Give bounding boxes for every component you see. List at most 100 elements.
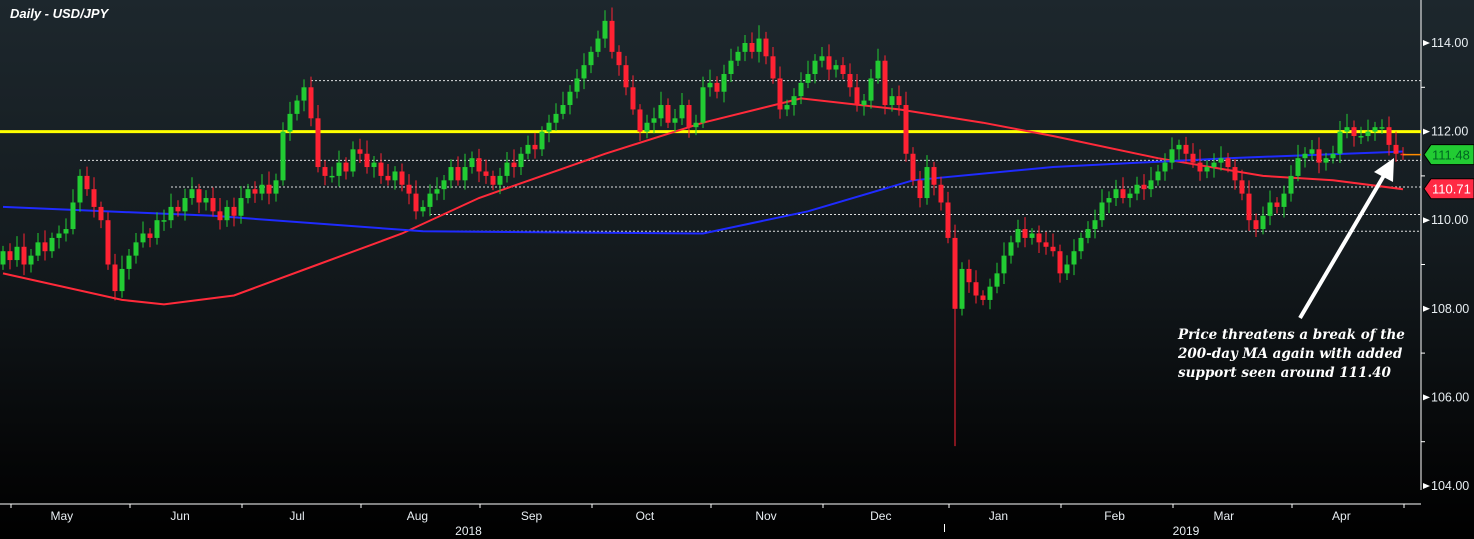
candle-body bbox=[308, 87, 314, 119]
candle-body bbox=[364, 153, 370, 168]
candle-body bbox=[644, 122, 650, 132]
candle bbox=[756, 25, 762, 63]
candle bbox=[336, 150, 342, 187]
candle bbox=[476, 148, 482, 183]
candle bbox=[679, 93, 685, 125]
y-tick-label: 104.00 bbox=[1431, 479, 1469, 493]
candle bbox=[581, 53, 587, 90]
candle bbox=[175, 200, 181, 217]
candle bbox=[945, 191, 951, 244]
candle bbox=[168, 193, 174, 229]
candle bbox=[665, 98, 671, 129]
candle-body bbox=[77, 175, 83, 203]
candle bbox=[133, 233, 139, 264]
candle-body bbox=[1113, 189, 1119, 199]
candle bbox=[770, 46, 776, 84]
candle-body bbox=[1029, 233, 1035, 238]
candle-body bbox=[259, 184, 265, 194]
candle-body bbox=[196, 189, 202, 203]
candle bbox=[868, 69, 874, 109]
candle bbox=[1008, 235, 1014, 264]
candle bbox=[315, 105, 321, 173]
candle bbox=[525, 135, 531, 160]
candle-body bbox=[833, 65, 839, 70]
candle bbox=[63, 218, 69, 242]
candle bbox=[70, 189, 76, 235]
candle-body bbox=[1211, 162, 1217, 168]
chart-title: Daily - USD/JPY bbox=[10, 6, 109, 21]
candle-body bbox=[980, 295, 986, 300]
candle bbox=[1183, 136, 1189, 162]
candle-body bbox=[1302, 153, 1308, 159]
candle bbox=[1295, 144, 1301, 182]
candle bbox=[616, 45, 622, 76]
y-tick-marker bbox=[1423, 483, 1430, 489]
candle-body bbox=[224, 206, 230, 221]
candle-body bbox=[581, 65, 587, 79]
candle-body bbox=[693, 122, 699, 128]
candle bbox=[1085, 221, 1091, 244]
candle bbox=[1127, 188, 1133, 208]
candle bbox=[1169, 137, 1175, 170]
candle bbox=[77, 169, 83, 212]
candle bbox=[1337, 120, 1343, 164]
candle-body bbox=[49, 237, 55, 252]
candle bbox=[763, 31, 769, 65]
candle-body bbox=[1106, 198, 1112, 203]
candle bbox=[1372, 121, 1378, 141]
candle bbox=[924, 155, 930, 205]
candle-body bbox=[294, 100, 300, 114]
candle bbox=[700, 76, 706, 129]
candle-body bbox=[245, 189, 251, 199]
candle bbox=[1071, 239, 1077, 276]
candle bbox=[546, 114, 552, 143]
candle bbox=[1134, 176, 1140, 201]
candle-body bbox=[868, 78, 874, 101]
candle-body bbox=[1344, 127, 1350, 132]
candle-body bbox=[623, 65, 629, 88]
candle bbox=[105, 212, 111, 270]
candle-body bbox=[98, 206, 104, 221]
x-month-label: Jun bbox=[170, 509, 189, 523]
candle bbox=[714, 76, 720, 99]
candle-body bbox=[1225, 158, 1231, 168]
candle bbox=[455, 156, 461, 186]
candle bbox=[1029, 228, 1035, 245]
ma-value-label: 110.71 bbox=[1432, 182, 1471, 197]
candle bbox=[1197, 149, 1203, 181]
candle bbox=[252, 181, 258, 203]
candle-body bbox=[1148, 180, 1154, 190]
last-price-tag bbox=[1423, 144, 1474, 166]
candle-body bbox=[1169, 149, 1175, 163]
candle bbox=[217, 198, 223, 230]
candle bbox=[91, 177, 97, 218]
candle bbox=[1302, 147, 1308, 168]
candle bbox=[1015, 219, 1021, 248]
candle-body bbox=[1155, 171, 1161, 181]
candle-body bbox=[1057, 251, 1063, 274]
annotation-text: Price threatens a break of the 200-day M… bbox=[1178, 326, 1405, 383]
candle-body bbox=[1071, 251, 1077, 265]
candle bbox=[1344, 113, 1350, 139]
candle bbox=[1232, 159, 1238, 190]
candle bbox=[182, 188, 188, 221]
candle-body bbox=[903, 105, 909, 154]
candle-body bbox=[728, 60, 734, 75]
candle-body bbox=[875, 60, 881, 79]
candle bbox=[833, 59, 839, 78]
candle bbox=[378, 153, 384, 184]
x-month-label: Jul bbox=[289, 509, 304, 523]
candle bbox=[343, 157, 349, 180]
candle bbox=[1001, 242, 1007, 284]
candle-body bbox=[1330, 153, 1336, 159]
candle-body bbox=[931, 167, 937, 185]
y-tick-label: 114.00 bbox=[1431, 36, 1468, 50]
candle-body bbox=[770, 56, 776, 79]
candle bbox=[1078, 232, 1084, 260]
candle-body bbox=[1260, 215, 1266, 230]
candle bbox=[560, 91, 566, 120]
candle bbox=[1190, 143, 1196, 168]
candle bbox=[805, 60, 811, 89]
